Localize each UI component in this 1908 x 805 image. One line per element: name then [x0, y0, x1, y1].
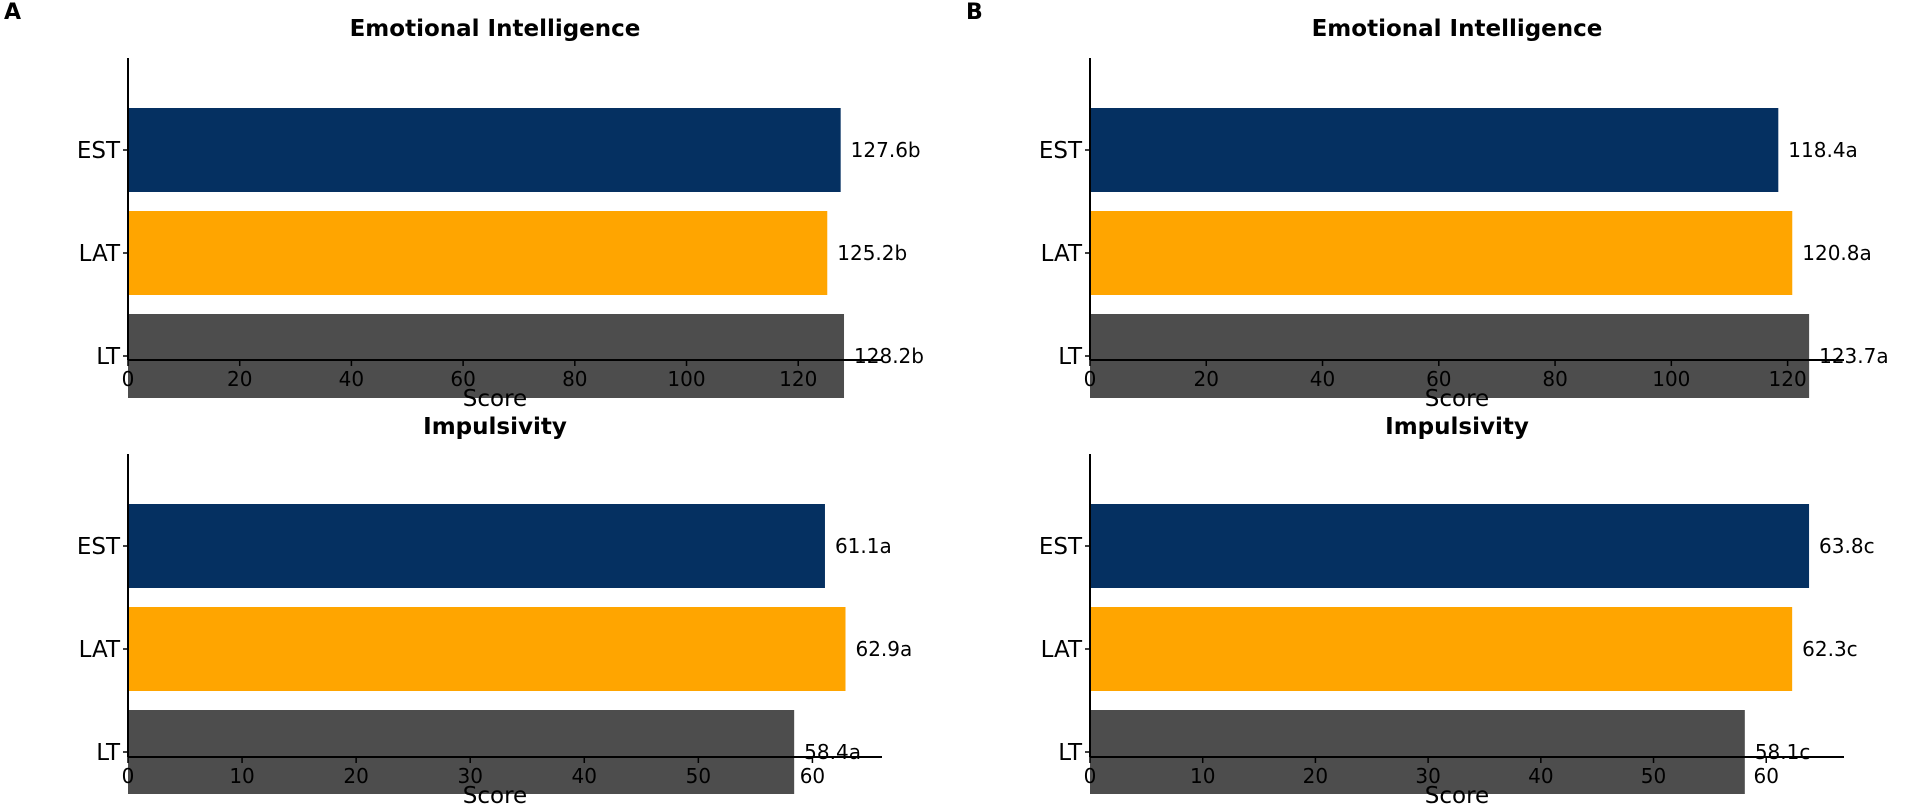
chart-a-emotional-intelligence: Emotional Intelligence EST 127.6b LAT 125.2b…	[77, 16, 924, 412]
data-label: 62.3c	[1802, 637, 1858, 661]
data-label: 128.2b	[854, 344, 924, 368]
x-tick-label: 30	[1415, 764, 1440, 788]
x-tick-label: 50	[686, 764, 711, 788]
x-tick-label: 40	[572, 764, 597, 788]
x-tick-label: 60	[800, 764, 825, 788]
x-tick-label: 0	[122, 764, 135, 788]
category-label: LT	[96, 740, 121, 766]
chart-title: Emotional Intelligence	[350, 16, 641, 42]
x-axis-label: Score	[1425, 783, 1489, 805]
x-axis-label: Score	[463, 783, 527, 805]
chart-title: Impulsivity	[423, 414, 567, 440]
bar-lat	[1090, 211, 1793, 295]
x-tick-label: 20	[1303, 764, 1328, 788]
data-label: 123.7a	[1819, 344, 1889, 368]
bar-lt	[128, 314, 845, 398]
x-axis-label: Score	[463, 386, 527, 412]
x-tick-label: 80	[1542, 367, 1567, 391]
data-label: 127.6b	[851, 138, 921, 162]
x-tick-label: 0	[122, 367, 135, 391]
x-tick-label: 40	[339, 367, 364, 391]
x-tick-label: 20	[343, 764, 368, 788]
chart-b-impulsivity: Impulsivity EST 63.8c LAT 62.3c LT 58.1c 0 10 20 3…	[1039, 414, 1875, 805]
panel-label-a: A	[4, 0, 22, 25]
category-label: LT	[1058, 740, 1083, 766]
bar-lat	[128, 211, 828, 295]
category-label: LAT	[1041, 241, 1083, 267]
x-tick-label: 40	[1528, 764, 1553, 788]
category-label: LT	[96, 344, 121, 370]
data-label: 125.2b	[837, 241, 907, 265]
data-label: 120.8a	[1802, 241, 1872, 265]
bar-lt	[1090, 710, 1745, 794]
x-tick-label: 60	[1426, 367, 1451, 391]
data-label: 58.4a	[804, 740, 861, 764]
category-label: LAT	[79, 241, 121, 267]
data-label: 118.4a	[1788, 138, 1858, 162]
category-label: LAT	[79, 637, 121, 663]
x-tick-label: 10	[229, 764, 254, 788]
data-label: 62.9a	[855, 637, 912, 661]
category-label: EST	[1039, 138, 1083, 164]
chart-a-impulsivity: Impulsivity EST 61.1a LAT 62.9a LT 58.4a 0 10 20 3…	[77, 414, 912, 805]
data-label: 63.8c	[1819, 534, 1875, 558]
x-tick-label: 20	[1194, 367, 1219, 391]
x-tick-label: 0	[1084, 367, 1097, 391]
bar-lat	[128, 607, 846, 691]
x-tick-label: 10	[1190, 764, 1215, 788]
data-label: 61.1a	[835, 534, 892, 558]
x-axis-label: Score	[1425, 386, 1489, 412]
x-tick-label: 100	[1652, 367, 1690, 391]
x-tick-label: 120	[779, 367, 817, 391]
bar-est	[128, 504, 825, 588]
x-tick-label: 60	[1754, 764, 1779, 788]
chart-title: Impulsivity	[1385, 414, 1529, 440]
bar-est	[1090, 108, 1779, 192]
chart-title: Emotional Intelligence	[1312, 16, 1603, 42]
category-label: EST	[77, 534, 121, 560]
x-tick-label: 80	[562, 367, 587, 391]
x-tick-label: 50	[1641, 764, 1666, 788]
category-label: EST	[1039, 534, 1083, 560]
x-tick-label: 30	[457, 764, 482, 788]
x-tick-label: 20	[227, 367, 252, 391]
x-tick-label: 60	[450, 367, 475, 391]
bar-lat	[1090, 607, 1793, 691]
chart-b-emotional-intelligence: Emotional Intelligence EST 118.4a LAT 120.8a…	[1039, 16, 1889, 412]
panel-label-b: B	[966, 0, 983, 25]
x-tick-label: 120	[1769, 367, 1807, 391]
bar-lt	[128, 710, 795, 794]
category-label: EST	[77, 138, 121, 164]
bar-lt	[1090, 314, 1810, 398]
x-tick-label: 0	[1084, 764, 1097, 788]
x-tick-label: 40	[1310, 367, 1335, 391]
category-label: LAT	[1041, 637, 1083, 663]
category-label: LT	[1058, 344, 1083, 370]
x-tick-label: 100	[667, 367, 705, 391]
bar-est	[128, 108, 841, 192]
data-label: 58.1c	[1755, 740, 1811, 764]
bar-est	[1090, 504, 1810, 588]
